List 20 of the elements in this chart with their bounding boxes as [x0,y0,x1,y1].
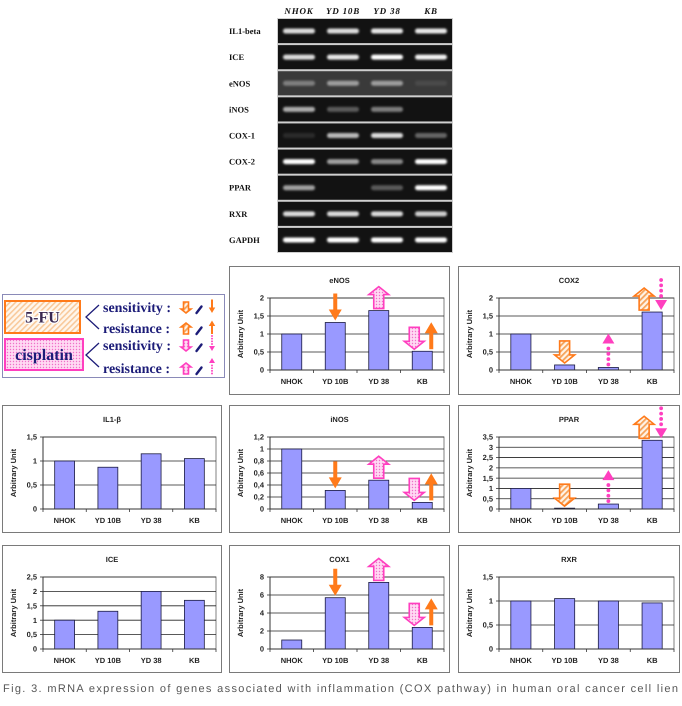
text: resistance : [103,362,170,377]
category-label: RXR [229,208,248,219]
category-label: COX-1 [229,130,255,140]
category-label: iNOS [229,104,249,114]
text: sensitivity : [103,338,172,354]
category-label: ICE [229,52,244,62]
category-label: YD 38 [373,6,401,16]
text: cisplatin [15,347,73,364]
category-label: IL1-beta [229,26,261,36]
category-label: COX-2 [229,156,255,167]
caption: Fig. 3. mRNA expression of genes associated with inflammation (COX pathway) in human oral cancer cell lien [3,683,678,695]
category-label: YD 10B [326,6,360,16]
category-label: KB [423,6,438,16]
category-label: NHOK [283,6,314,16]
category-label: PPAR [229,182,252,193]
text: resistance : [103,322,170,337]
category-label: eNOS [229,78,250,88]
text: 5-FU [25,310,60,327]
text: sensitivity : [103,300,172,316]
category-label: GAPDH [229,234,260,245]
